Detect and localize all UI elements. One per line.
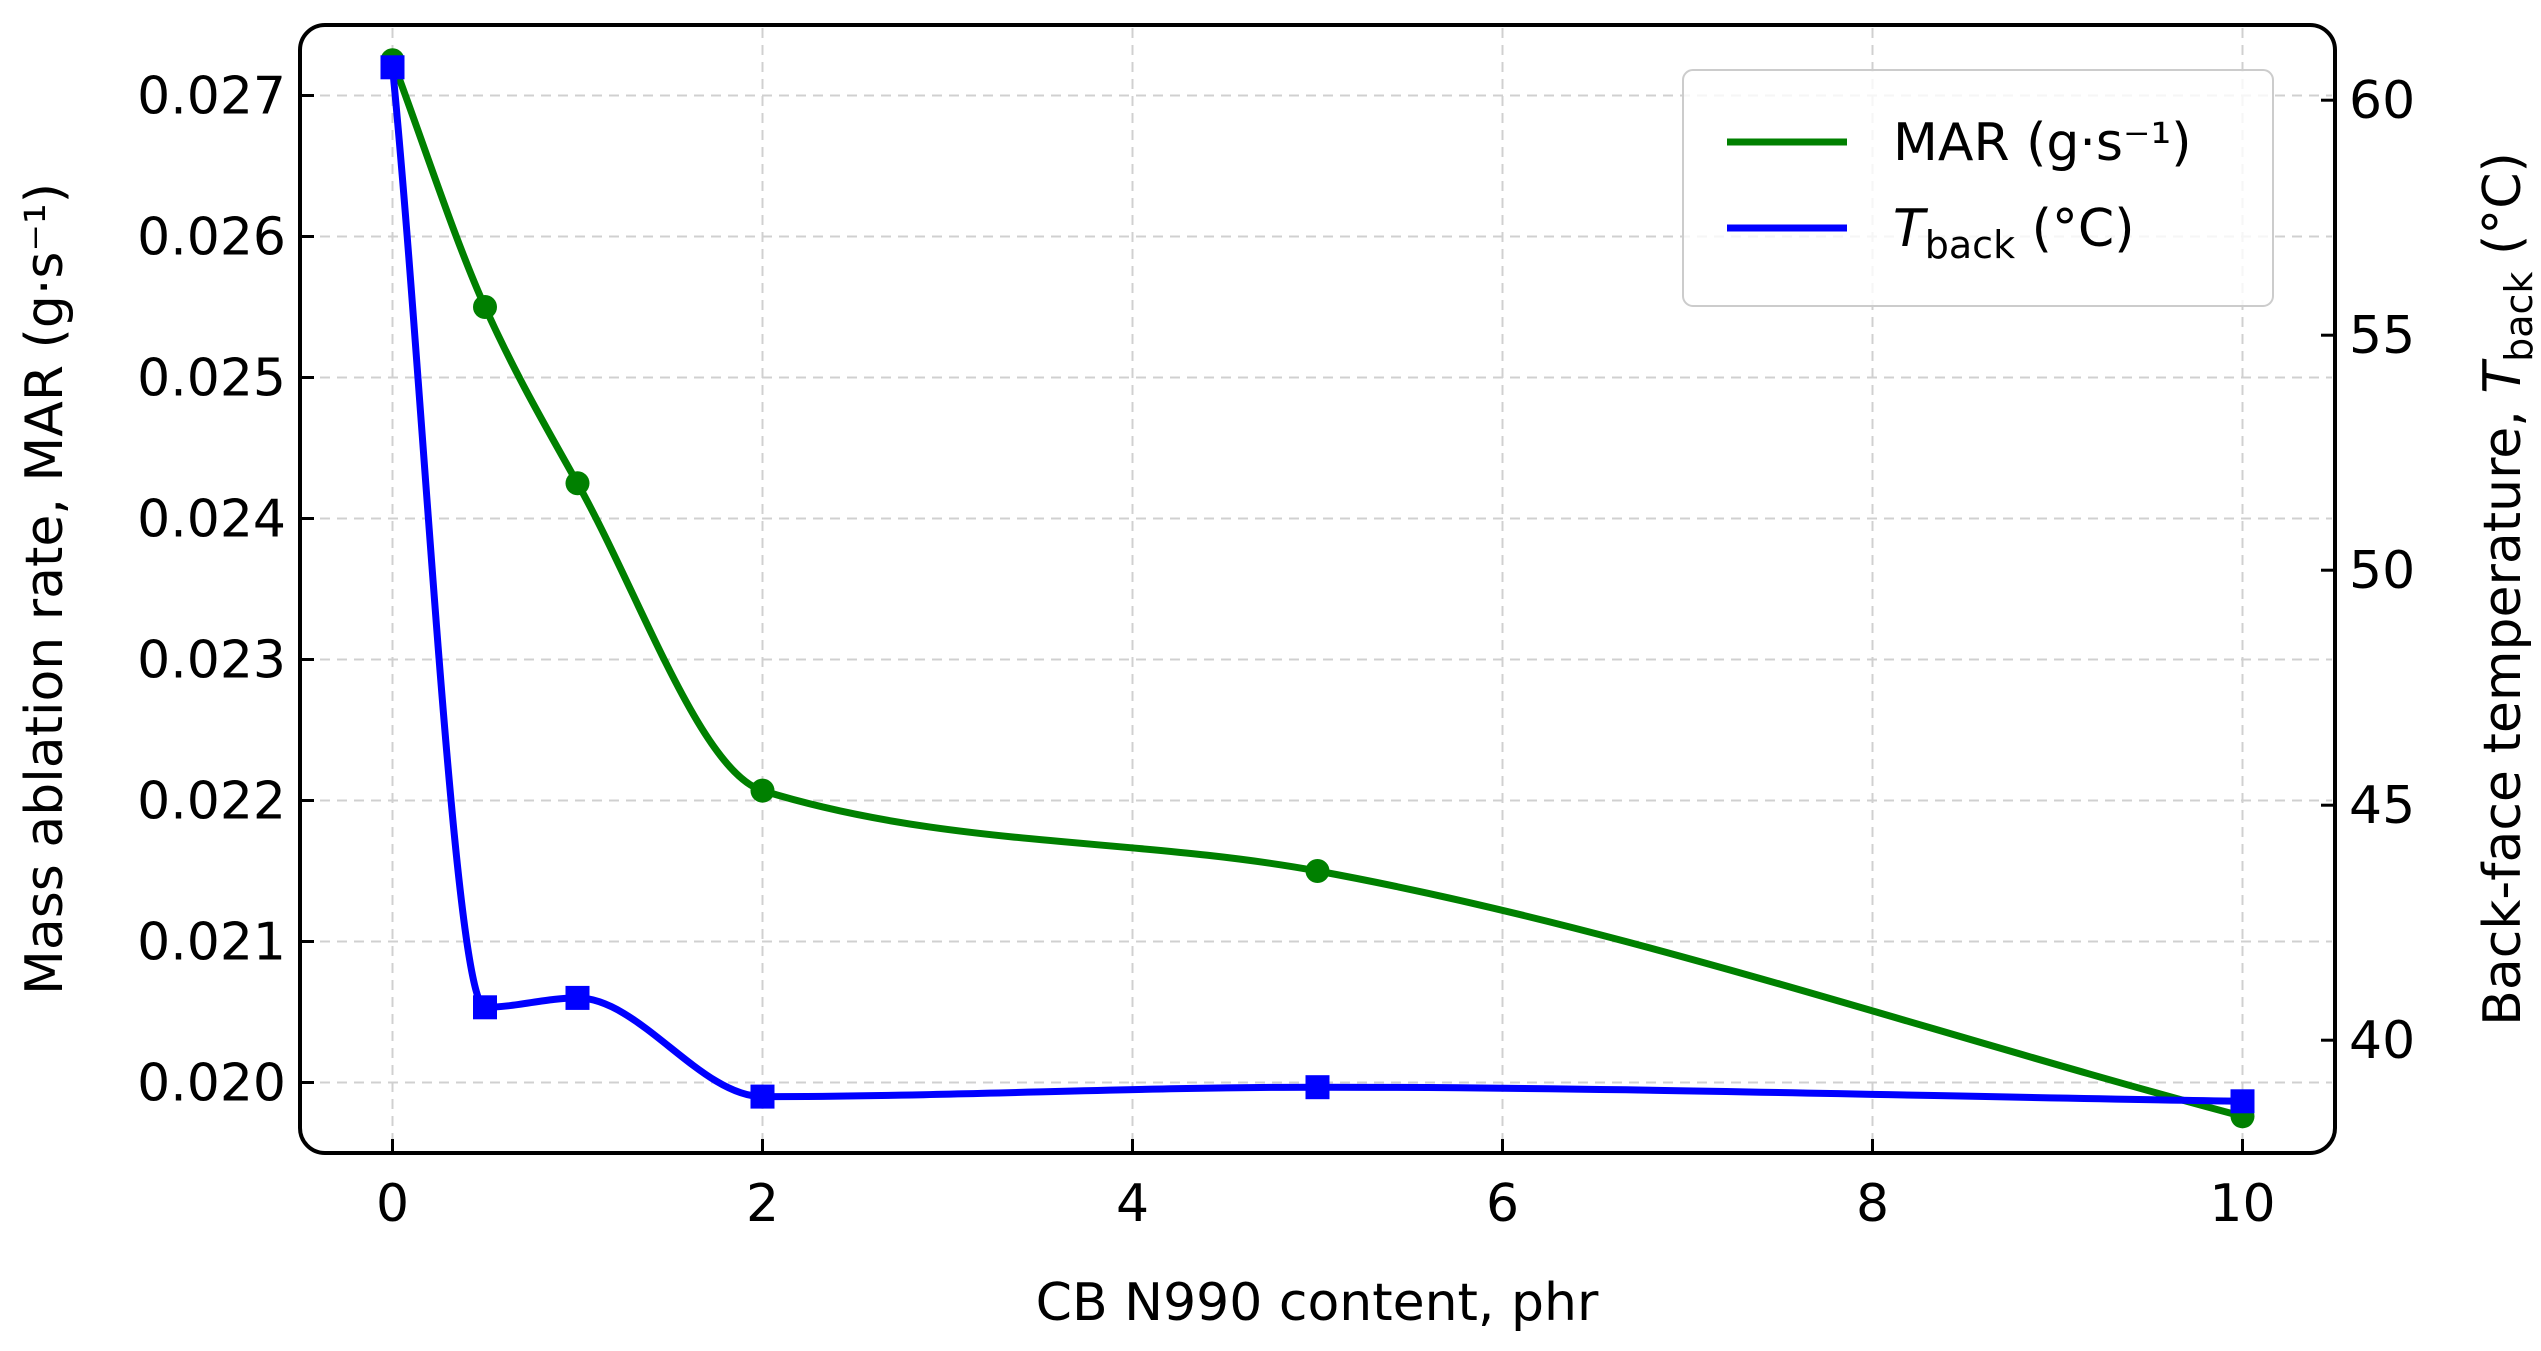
mar-point (1305, 859, 1330, 883)
tback-point (2230, 1089, 2255, 1114)
legend-label-tback: Tback (°C) (1893, 199, 2135, 267)
right-y-label-symbol: T (2473, 358, 2533, 394)
mar-point (750, 778, 775, 803)
right-y-label-subscript: back (2497, 272, 2541, 362)
x-tick-label: 6 (1486, 1174, 1519, 1234)
right-y-axis-label: Back-face temperature, Tback (°C) (2473, 152, 2541, 1026)
right-y-label-suffix: (°C) (2473, 152, 2533, 271)
legend: MAR (g·s⁻¹) Tback (°C) (1682, 69, 2274, 307)
tback-line (389, 63, 2246, 1105)
legend-box (1682, 69, 2274, 307)
left-y-tick-label: 0.023 (137, 631, 286, 691)
right-y-tick-label: 55 (2349, 306, 2415, 366)
mar-point (565, 471, 590, 496)
series-layer (380, 48, 2255, 1129)
series-tback (380, 55, 2255, 1114)
left-y-tick-label: 0.022 (137, 772, 286, 832)
right-y-tick-label: 40 (2349, 1011, 2415, 1071)
x-tick-label: 4 (1116, 1174, 1149, 1234)
axes: 0 2 4 6 8 10 0.020 0.021 0.022 0.023 0.024 0.025 0.0… (137, 67, 2415, 1235)
right-y-tick-label: 60 (2349, 71, 2415, 131)
x-tick-label: 2 (746, 1174, 779, 1234)
tback-point (380, 55, 405, 80)
legend-label-mar: MAR (g·s⁻¹) (1893, 113, 2192, 173)
left-y-tick-label: 0.026 (137, 208, 286, 268)
right-y-tick-label: 50 (2349, 541, 2415, 601)
legend-tback-symbol: T (1893, 199, 1929, 259)
x-tick-label: 10 (2209, 1174, 2275, 1234)
left-y-tick-label: 0.025 (137, 349, 286, 409)
series-mar (380, 48, 2255, 1129)
plot-frame (298, 23, 2337, 1155)
right-y-label-prefix: Back-face temperature, (2473, 394, 2533, 1026)
legend-tback-suffix: (°C) (2015, 199, 2134, 259)
left-y-tick-label: 0.020 (137, 1054, 286, 1114)
mar-point (473, 295, 497, 319)
right-y-tick-label: 45 (2349, 776, 2415, 836)
left-y-axis-label: Mass ablation rate, MAR (g·s⁻¹) (15, 183, 75, 995)
left-y-tick-label: 0.021 (137, 913, 286, 973)
tback-point (565, 985, 590, 1010)
tback-point (750, 1084, 775, 1109)
x-tick-label: 0 (376, 1174, 409, 1234)
left-y-tick-label: 0.027 (137, 67, 286, 127)
left-y-tick-label: 0.024 (137, 490, 286, 550)
tback-point (473, 995, 497, 1020)
x-tick-label: 8 (1856, 1174, 1889, 1234)
legend-tback-subscript: back (1925, 223, 2015, 267)
tback-point (1305, 1075, 1330, 1100)
x-axis-label: CB N990 content, phr (1036, 1273, 1599, 1333)
